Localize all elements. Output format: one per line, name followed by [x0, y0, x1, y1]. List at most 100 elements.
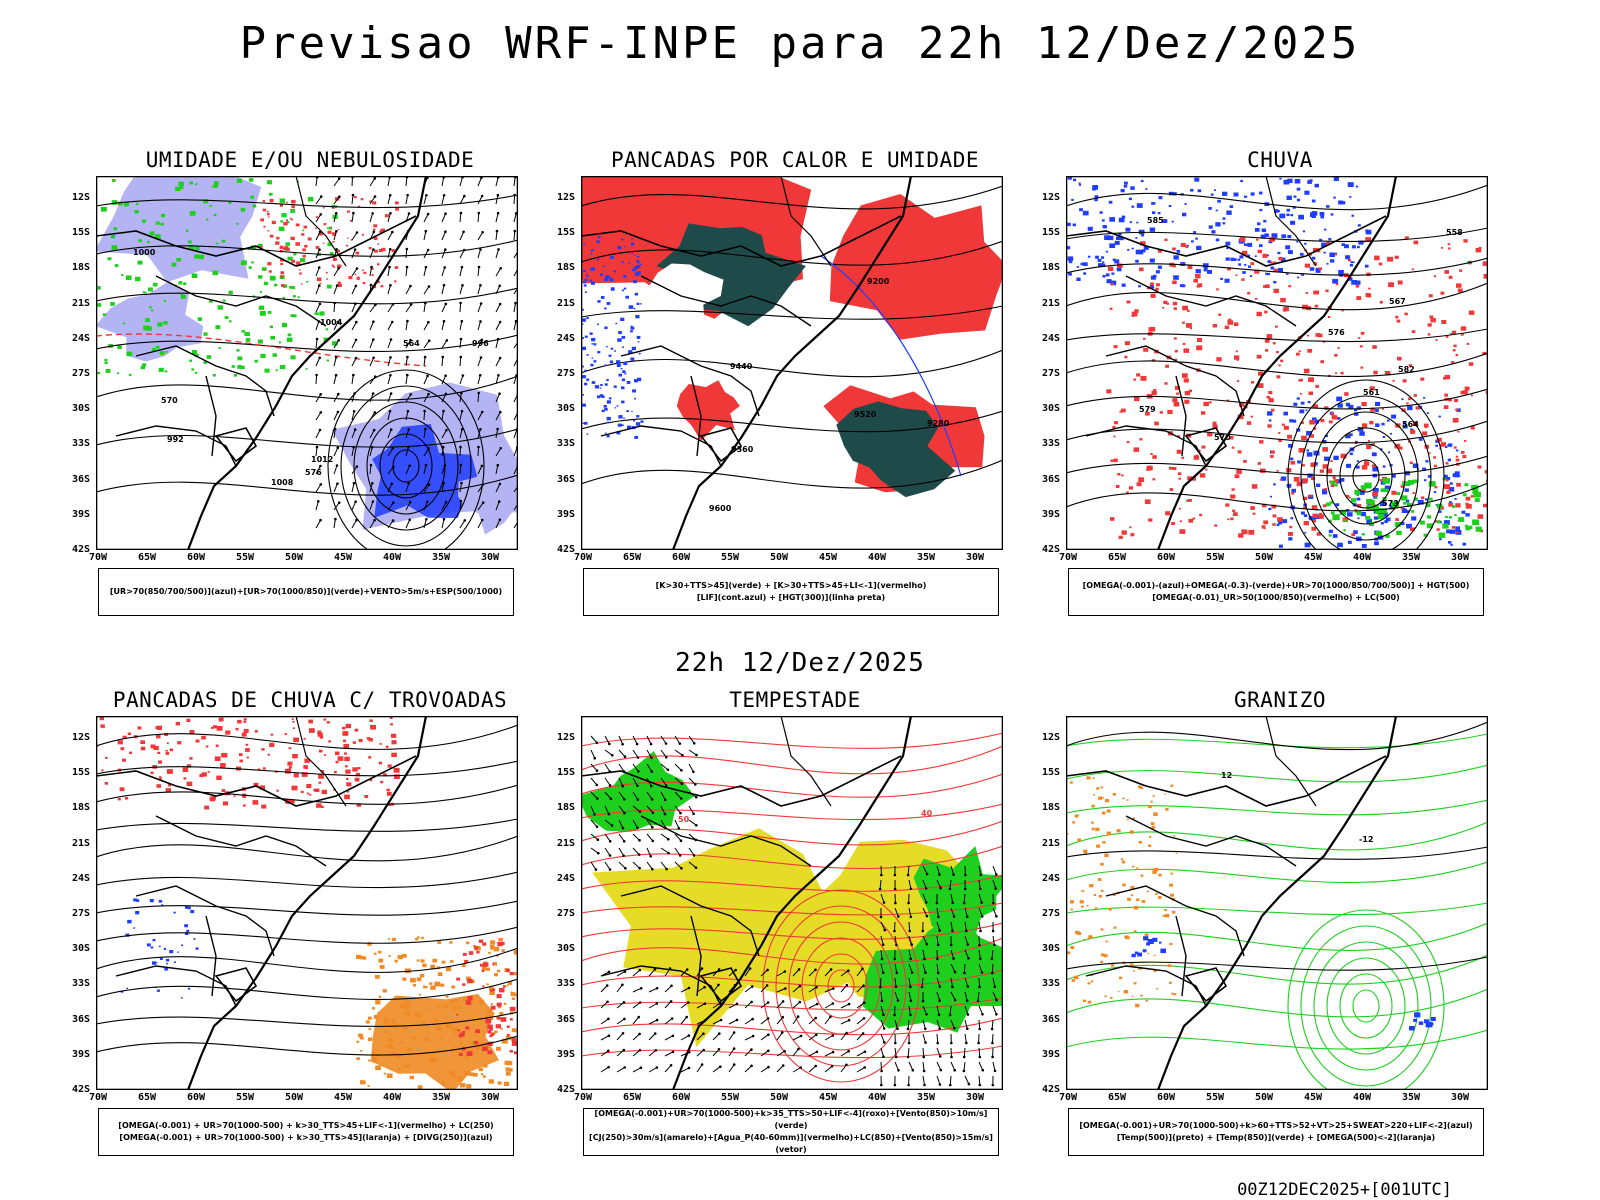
- panel-tempestade: TEMPESTADE 40 50 12S 15S 18S 21S 24S 27S 30S 33S…: [545, 688, 1045, 1168]
- contour-label: 9280: [927, 419, 950, 428]
- contour-label: 561: [1363, 388, 1380, 397]
- forecast-time-title: 22h 12/Dez/2025: [675, 648, 925, 678]
- lat-label: 12S: [1041, 192, 1060, 203]
- lat-label: 27S: [71, 908, 90, 919]
- lon-label: 55W: [235, 552, 255, 563]
- lat-label: 42S: [556, 1084, 575, 1095]
- lon-label: 40W: [867, 552, 887, 563]
- lat-label: 24S: [71, 333, 90, 344]
- legend-box: [OMEGA(-0.001)-(azul)+OMEGA(-0.3)-(verde…: [1068, 568, 1484, 616]
- run-timestamp: 00Z12DEC2025+[001UTC]: [1237, 1180, 1452, 1200]
- lat-label: 12S: [556, 732, 575, 743]
- map-pancadas-trovoadas: 12S 15S 18S 21S 24S 27S 30S 33S 36S 39S 42S 70W 65W 6…: [72, 716, 518, 1103]
- contour-label: -12: [1359, 835, 1373, 844]
- lat-label: 12S: [71, 192, 90, 203]
- lon-label: 30W: [480, 552, 500, 563]
- lon-label: 65W: [137, 552, 157, 563]
- contour-label: 573: [1382, 499, 1399, 508]
- contour-label: 1012: [311, 455, 333, 464]
- lon-label: 35W: [1401, 1092, 1421, 1103]
- lon-label: 50W: [769, 552, 789, 563]
- lat-label: 39S: [556, 509, 575, 520]
- contour-label: 9520: [854, 410, 877, 419]
- map-canvas: 585 582 579 576 573 570 567 564 561 558: [1066, 176, 1488, 550]
- contour-label: 9200: [867, 277, 890, 286]
- lon-label: 30W: [965, 552, 985, 563]
- lon-label: 40W: [382, 552, 402, 563]
- lon-label: 55W: [1205, 552, 1225, 563]
- main-title: Previsao WRF-INPE para 22h 12/Dez/2025: [239, 18, 1361, 69]
- lon-label: 65W: [1107, 1092, 1127, 1103]
- lon-label: 50W: [284, 1092, 304, 1103]
- legend-line: [UR>70(850/700/500)](azul)+[UR>70(1000/8…: [109, 587, 503, 596]
- lon-label: 60W: [1156, 1092, 1176, 1103]
- lon-label: 45W: [1303, 1092, 1323, 1103]
- lon-label: 35W: [1401, 552, 1421, 563]
- contour-label: 9600: [709, 504, 732, 513]
- contour-label: 576: [305, 468, 322, 477]
- legend-box: [OMEGA(-0.001)+UR>70(1000-500)+k>60+TTS>…: [1068, 1108, 1484, 1156]
- contour-label: 564: [403, 339, 420, 348]
- lat-label: 36S: [556, 474, 575, 485]
- lon-label: 60W: [186, 552, 206, 563]
- lon-label: 70W: [88, 552, 108, 563]
- map-canvas: [96, 716, 518, 1090]
- contour-label: 1008: [271, 478, 294, 487]
- lon-label: 30W: [965, 1092, 985, 1103]
- lat-label: 27S: [1041, 368, 1060, 379]
- lat-label: 24S: [71, 873, 90, 884]
- lon-label: 55W: [720, 552, 740, 563]
- legend-line: [K>30+TTS>45](verde) + [K>30+TTS>45+LI<-…: [655, 581, 927, 590]
- lon-label: 60W: [671, 1092, 691, 1103]
- legend-line: [OMEGA(-0.001)-(azul)+OMEGA(-0.3)-(verde…: [1082, 581, 1470, 590]
- lon-label: 50W: [1254, 552, 1274, 563]
- lon-label: 50W: [769, 1092, 789, 1103]
- panel-pancadas-calor: PANCADAS POR CALOR E UMIDADE 9600 9520 944…: [545, 148, 1045, 628]
- legend-box: [OMEGA(-0.001) + UR>70(1000-500) + k>30_…: [98, 1108, 514, 1156]
- lat-label: 21S: [556, 838, 575, 849]
- lon-label: 65W: [622, 552, 642, 563]
- contour-label: 50: [678, 815, 690, 824]
- lon-label: 45W: [333, 1092, 353, 1103]
- lon-label: 70W: [573, 552, 593, 563]
- lat-label: 18S: [71, 802, 90, 813]
- lon-label: 70W: [88, 1092, 108, 1103]
- lat-label: 42S: [556, 544, 575, 555]
- panel-title: PANCADAS DE CHUVA C/ TROVOADAS: [112, 688, 508, 712]
- lon-label: 55W: [235, 1092, 255, 1103]
- map-canvas: -12 12: [1066, 716, 1488, 1090]
- panel-title: CHUVA: [1247, 148, 1313, 172]
- lon-label: 45W: [1303, 552, 1323, 563]
- contour-label: 585: [1147, 216, 1164, 225]
- lat-label: 30S: [1041, 403, 1060, 414]
- contour-label: 996: [472, 339, 489, 348]
- lat-label: 21S: [71, 838, 90, 849]
- map-umidade: 1008 1012 1004 1000 996 992 576 570 564 12S 15S 18…: [72, 176, 518, 563]
- contour-label: 9360: [731, 445, 754, 454]
- lon-label: 70W: [573, 1092, 593, 1103]
- lat-label: 42S: [71, 1084, 90, 1095]
- lat-label: 15S: [71, 767, 90, 778]
- lat-label: 18S: [1041, 802, 1060, 813]
- map-canvas: 1008 1012 1004 1000 996 992 576 570 564: [96, 176, 518, 550]
- lat-label: 18S: [556, 802, 575, 813]
- map-canvas: 9600 9520 9440 9360 9280 9200: [581, 176, 1003, 550]
- lat-label: 30S: [1041, 943, 1060, 954]
- lon-label: 35W: [916, 1092, 936, 1103]
- panel-title: PANCADAS POR CALOR E UMIDADE: [610, 148, 979, 172]
- lat-label: 12S: [71, 732, 90, 743]
- lat-label: 15S: [556, 227, 575, 238]
- lat-label: 21S: [556, 298, 575, 309]
- lat-label: 21S: [1041, 838, 1060, 849]
- lat-label: 30S: [556, 403, 575, 414]
- map-chuva: 585 582 579 576 573 570 567 564 561 558 12S 15S 18S…: [1042, 176, 1488, 563]
- lat-label: 36S: [1041, 474, 1060, 485]
- contour-label: 1004: [320, 318, 343, 327]
- lat-label: 12S: [556, 192, 575, 203]
- lon-label: 65W: [622, 1092, 642, 1103]
- lon-label: 40W: [867, 1092, 887, 1103]
- lat-label: 36S: [71, 1014, 90, 1025]
- lat-label: 33S: [1041, 438, 1060, 449]
- lon-label: 65W: [1107, 552, 1127, 563]
- lon-label: 35W: [431, 552, 451, 563]
